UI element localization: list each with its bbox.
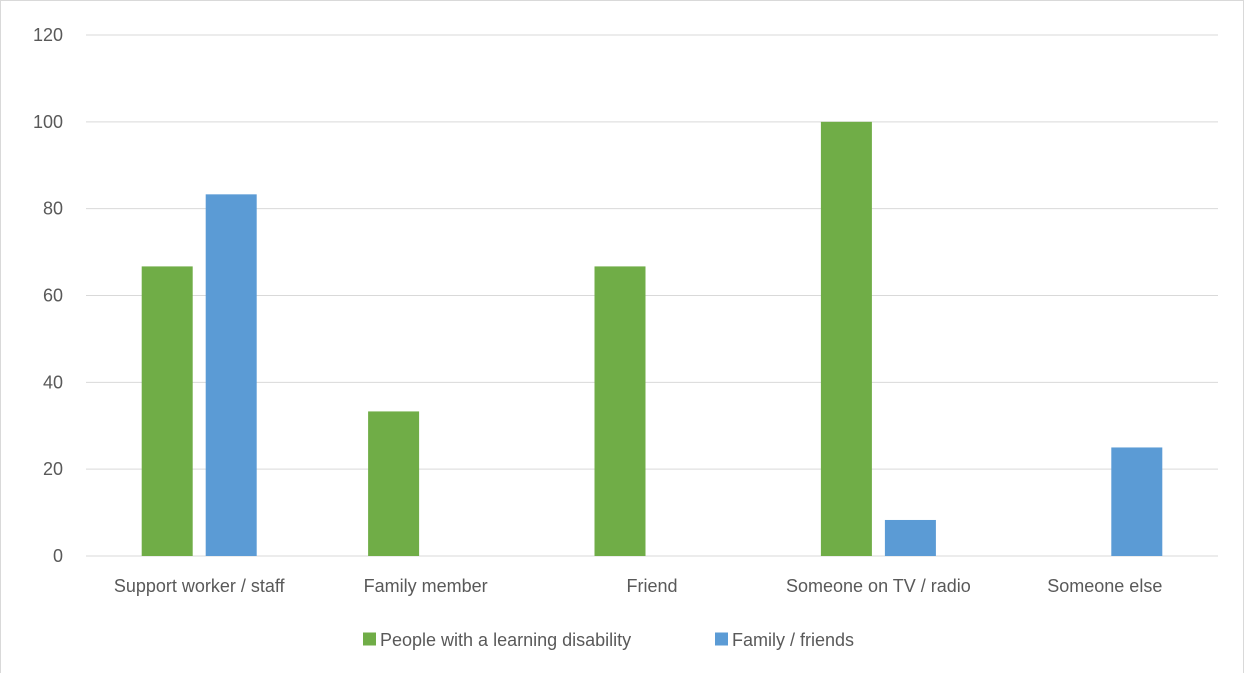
y-axis-tick-labels: 0 20 40 60 80 100 120 xyxy=(33,25,63,566)
x-tick-label: Someone else xyxy=(1047,576,1162,596)
legend-swatch-0 xyxy=(363,632,376,646)
y-tick-label: 120 xyxy=(33,25,63,45)
legend-swatch-1 xyxy=(715,632,728,646)
bars xyxy=(141,121,1163,556)
bar-family-friends-4 xyxy=(1111,447,1163,556)
x-tick-label: Friend xyxy=(626,576,677,596)
x-axis-tick-labels: Support worker / staff Family member Frien… xyxy=(114,576,1163,596)
y-tick-label: 80 xyxy=(43,199,63,219)
bar-people-with-learning-disability-0 xyxy=(141,266,193,556)
bar-people-with-learning-disability-1 xyxy=(368,411,420,556)
y-tick-label: 20 xyxy=(43,459,63,479)
bar-people-with-learning-disability-3 xyxy=(820,121,872,556)
y-tick-label: 40 xyxy=(43,372,63,392)
legend-label-1: Family / friends xyxy=(732,630,854,650)
x-tick-label: Someone on TV / radio xyxy=(786,576,971,596)
x-tick-label: Support worker / staff xyxy=(114,576,286,596)
y-tick-label: 100 xyxy=(33,112,63,132)
bar-family-friends-3 xyxy=(884,519,936,556)
bar-family-friends-0 xyxy=(205,194,257,556)
gridlines xyxy=(86,34,1218,557)
y-tick-label: 0 xyxy=(53,546,63,566)
legend: People with a learning disability Family … xyxy=(363,630,854,650)
legend-label-0: People with a learning disability xyxy=(380,630,631,650)
x-tick-label: Family member xyxy=(364,576,488,596)
y-tick-label: 60 xyxy=(43,286,63,306)
bar-people-with-learning-disability-2 xyxy=(594,266,646,556)
